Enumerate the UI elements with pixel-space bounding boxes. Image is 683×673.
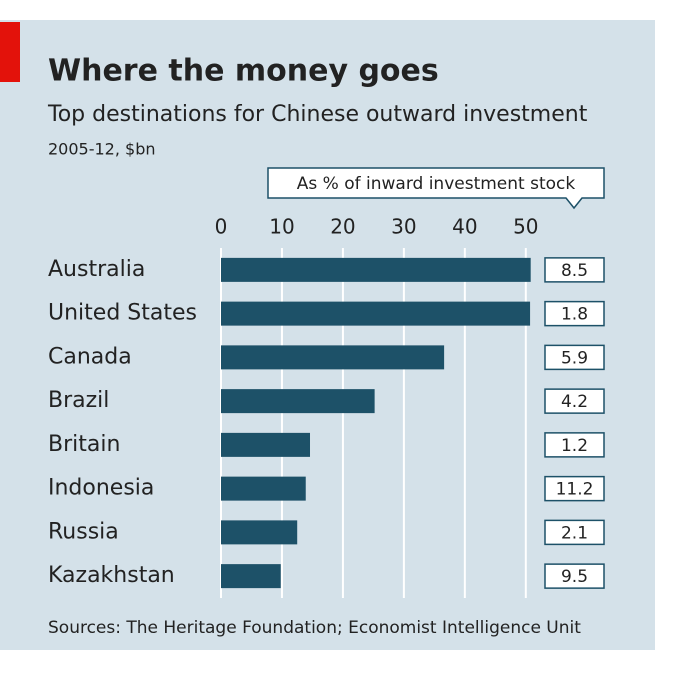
bar: [221, 564, 281, 589]
bar: [221, 301, 531, 326]
side-value-box: [544, 344, 605, 371]
side-value: 1.8: [561, 305, 588, 325]
x-tick-label: 0: [215, 215, 228, 239]
category-label: Britain: [48, 432, 120, 457]
bar: [221, 345, 445, 370]
side-value: 1.2: [561, 436, 588, 456]
side-value-box: [544, 257, 605, 283]
bar: [221, 476, 306, 501]
side-value: 8.5: [561, 261, 588, 281]
category-label: United States: [48, 301, 197, 326]
category-label: Australia: [48, 257, 145, 282]
side-label: As % of inward investment stock: [297, 174, 576, 194]
category-label: Brazil: [48, 388, 109, 413]
chart-title: Where the money goes: [48, 54, 439, 89]
side-value: 5.9: [561, 348, 588, 368]
bar: [221, 389, 375, 414]
red-tab: [0, 22, 20, 82]
side-value: 2.1: [561, 523, 588, 543]
x-tick-label: 30: [391, 215, 416, 239]
x-tick-label: 40: [452, 215, 477, 239]
category-label: Indonesia: [48, 476, 154, 501]
x-tick-label: 10: [269, 215, 294, 239]
bar: [221, 257, 531, 282]
chart-subtitle: Top destinations for Chinese outward inv…: [47, 102, 588, 127]
side-value-box: [544, 300, 605, 327]
side-value-box: [544, 519, 605, 546]
x-tick-label: 20: [330, 215, 355, 239]
side-value: 11.2: [556, 480, 594, 500]
unit-label: 2005-12, $bn: [48, 140, 156, 159]
side-value-box: [544, 563, 605, 589]
x-tick-label: 50: [513, 215, 538, 239]
side-value-box: [544, 388, 605, 414]
category-label: Kazakhstan: [48, 563, 175, 588]
callout-box: [267, 167, 605, 210]
bar: [221, 520, 298, 545]
side-value-box: [544, 475, 605, 502]
source: Sources: The Heritage Foundation; Econom…: [48, 618, 581, 638]
side-value: 9.5: [561, 567, 588, 587]
side-value-box: [544, 432, 605, 458]
category-label: Russia: [48, 519, 119, 544]
category-label: Canada: [48, 344, 132, 369]
side-value: 4.2: [561, 392, 588, 412]
bar: [221, 432, 311, 457]
